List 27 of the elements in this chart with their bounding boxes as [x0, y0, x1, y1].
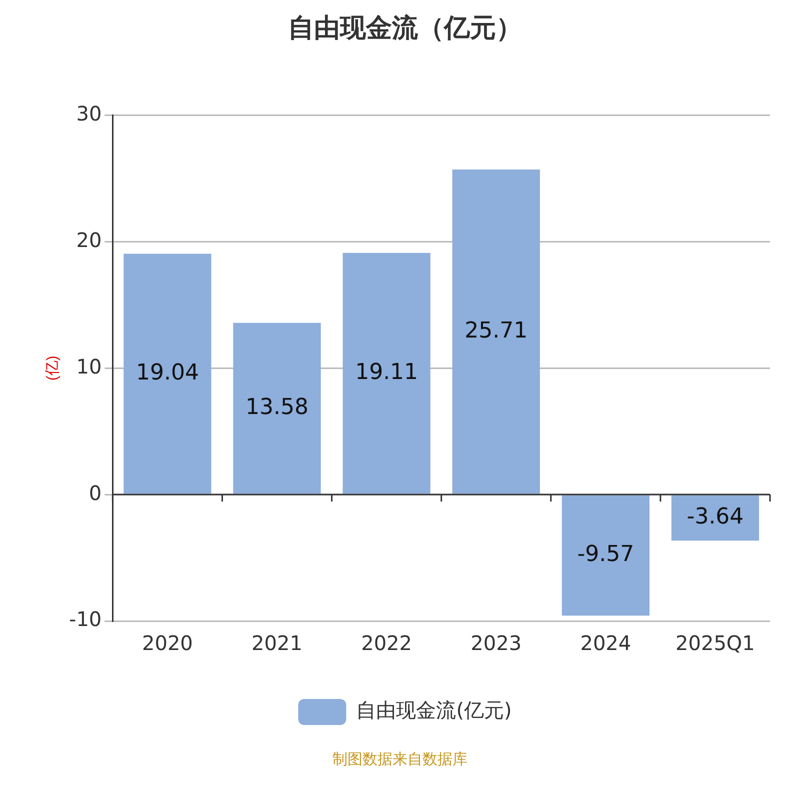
legend-label: 自由现金流(亿元) [356, 698, 512, 722]
data-label: 25.71 [464, 318, 528, 344]
bar [124, 254, 212, 494]
y-tick-label: 10 [76, 354, 102, 378]
x-tick-label: 2023 [470, 631, 522, 656]
data-label: 19.04 [136, 360, 199, 386]
y-tick-label: 20 [76, 228, 102, 252]
bar [671, 495, 760, 541]
bar [562, 495, 650, 616]
x-tick-label: 2020 [142, 631, 193, 656]
y-axis-title: (亿) [44, 356, 62, 381]
data-label: -3.64 [686, 504, 744, 530]
x-tick-label: 2021 [252, 631, 302, 656]
data-label: 13.58 [246, 395, 308, 420]
bar [342, 252, 430, 494]
y-tick-label: -10 [68, 607, 102, 632]
y-tick-label: 0 [88, 480, 102, 505]
chart-title: 自由现金流（亿元） [288, 13, 522, 44]
y-tick-label: 30 [76, 101, 102, 126]
x-tick-label: 2022 [361, 631, 412, 656]
data-label: -9.57 [577, 542, 634, 568]
data-label: 19.11 [355, 360, 418, 386]
text: 制图数据来自数据库 [332, 750, 468, 769]
bar [452, 169, 540, 494]
x-tick-label: 2024 [580, 631, 632, 656]
x-tick-label: 2025Q1 [676, 631, 755, 656]
bar [233, 322, 321, 494]
